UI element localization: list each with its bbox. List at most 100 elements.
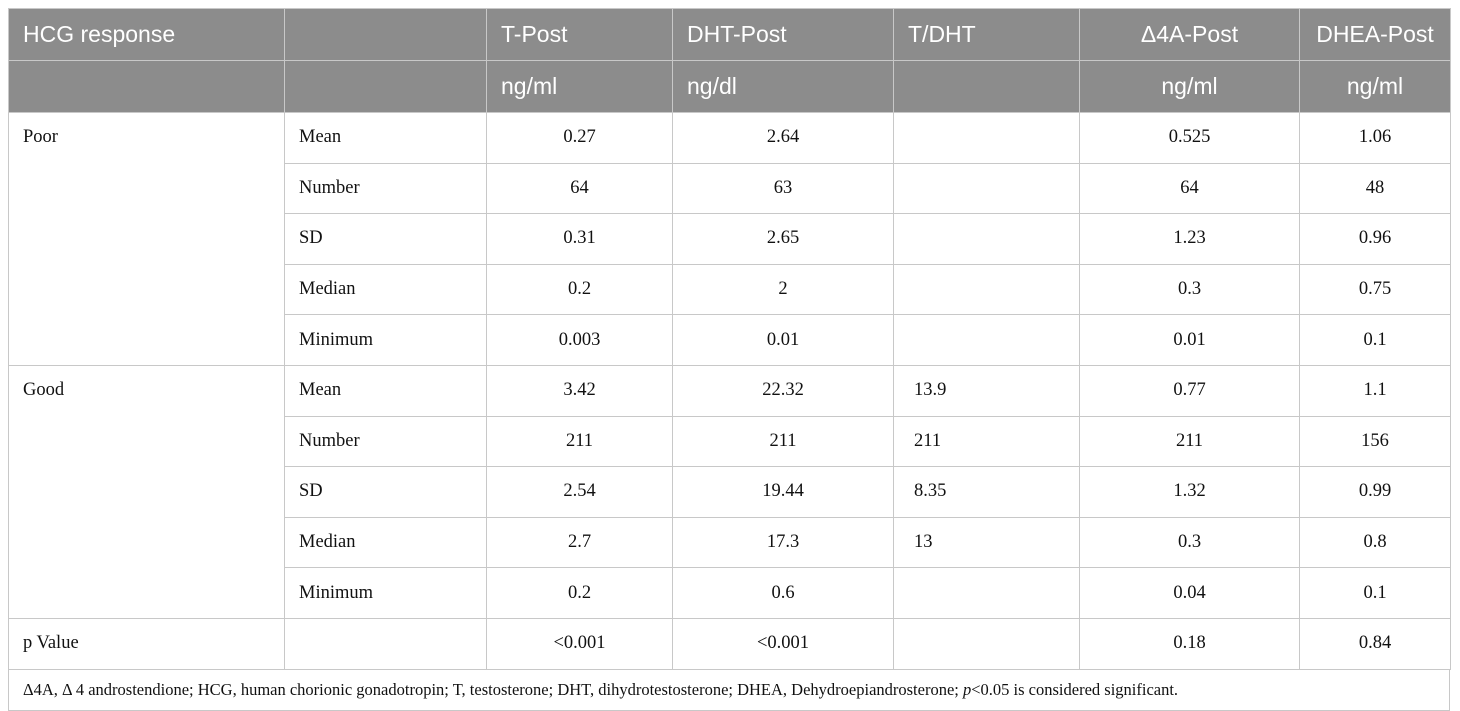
dhea-post-cell: 1.1 (1299, 365, 1451, 417)
table-row: Number 211 211 211 211 156 (9, 416, 1451, 468)
stat-label: Minimum (284, 314, 487, 366)
group-label-poor: Poor (8, 112, 285, 366)
table-footnote: Δ4A, Δ 4 androstendione; HCG, human chor… (8, 669, 1450, 711)
table-row: Minimum 0.003 0.01 0.01 0.1 (9, 314, 1451, 366)
stat-label: Median (284, 517, 487, 569)
t-post-cell: 0.27 (486, 112, 673, 164)
header-hcg-response: HCG response (8, 8, 285, 61)
unit-dht-post: ng/dl (672, 60, 894, 113)
t-dht-cell: 8.35 (893, 466, 1080, 518)
t-dht-cell (893, 618, 1080, 670)
t-dht-cell (893, 264, 1080, 316)
dhea-post-cell: 0.1 (1299, 567, 1451, 619)
t-post-cell: 2.54 (486, 466, 673, 518)
pvalue-row: p Value <0.001 <0.001 0.18 0.84 (8, 618, 1451, 670)
dht-post-cell: <0.001 (672, 618, 894, 670)
unit-hcg-response (8, 60, 285, 113)
t-dht-cell: 211 (893, 416, 1080, 468)
stat-label: SD (284, 466, 487, 518)
t-dht-cell: 13.9 (893, 365, 1080, 417)
t-dht-cell (893, 314, 1080, 366)
table-container: HCG response T-Post DHT-Post T/DHT Δ4A-P… (8, 8, 1451, 711)
table-row: Minimum 0.2 0.6 0.04 0.1 (9, 567, 1451, 619)
d4a-post-cell: 1.23 (1079, 213, 1300, 265)
t-post-cell: 0.31 (486, 213, 673, 265)
footnote-significance: <0.05 is considered significant. (971, 679, 1179, 699)
header-d4a-post: Δ4A-Post (1079, 8, 1300, 61)
unit-d4a-post: ng/ml (1079, 60, 1300, 113)
stat-label: Number (284, 416, 487, 468)
stat-label: Mean (284, 112, 487, 164)
dht-post-cell: 19.44 (672, 466, 894, 518)
d4a-post-cell: 64 (1079, 163, 1300, 215)
dht-post-cell: 22.32 (672, 365, 894, 417)
d4a-post-cell: 0.04 (1079, 567, 1300, 619)
header-dhea-post: DHEA-Post (1299, 8, 1451, 61)
d4a-post-cell: 0.3 (1079, 264, 1300, 316)
t-post-cell: 64 (486, 163, 673, 215)
dhea-post-cell: 1.06 (1299, 112, 1451, 164)
d4a-post-cell: 1.32 (1079, 466, 1300, 518)
t-post-cell: 3.42 (486, 365, 673, 417)
footnote-text: Δ4A, Δ 4 androstendione; HCG, human chor… (23, 679, 963, 699)
dht-post-cell: 2.65 (672, 213, 894, 265)
dht-post-cell: 2 (672, 264, 894, 316)
header-stat (284, 8, 487, 61)
group-label-good: Good (8, 365, 285, 619)
unit-t-dht (893, 60, 1080, 113)
table-row: SD 0.31 2.65 1.23 0.96 (9, 213, 1451, 265)
header-dht-post: DHT-Post (672, 8, 894, 61)
t-dht-cell (893, 112, 1080, 164)
dhea-post-cell: 0.8 (1299, 517, 1451, 569)
stat-label: Median (284, 264, 487, 316)
stat-label: Number (284, 163, 487, 215)
d4a-post-cell: 211 (1079, 416, 1300, 468)
t-dht-cell (893, 567, 1080, 619)
units-row: ng/ml ng/dl ng/ml ng/ml (8, 60, 1451, 113)
table-row: Number 64 63 64 48 (9, 163, 1451, 215)
dhea-post-cell: 48 (1299, 163, 1451, 215)
dht-post-cell: 63 (672, 163, 894, 215)
dht-post-cell: 211 (672, 416, 894, 468)
stat-label: Mean (284, 365, 487, 417)
stat-label: SD (284, 213, 487, 265)
t-dht-cell: 13 (893, 517, 1080, 569)
t-post-cell: 2.7 (486, 517, 673, 569)
table-row: Poor Mean 0.27 2.64 0.525 1.06 (8, 112, 1451, 366)
header-t-dht: T/DHT (893, 8, 1080, 61)
dhea-post-cell: 156 (1299, 416, 1451, 468)
dht-post-cell: 17.3 (672, 517, 894, 569)
t-post-cell: 0.2 (486, 567, 673, 619)
d4a-post-cell: 0.77 (1079, 365, 1300, 417)
results-table: HCG response T-Post DHT-Post T/DHT Δ4A-P… (8, 8, 1451, 670)
dhea-post-cell: 0.99 (1299, 466, 1451, 518)
d4a-post-cell: 0.525 (1079, 112, 1300, 164)
table-row: SD 2.54 19.44 8.35 1.32 0.99 (9, 466, 1451, 518)
table-row: Median 0.2 2 0.3 0.75 (9, 264, 1451, 316)
pvalue-label: p Value (8, 618, 285, 670)
d4a-post-cell: 0.18 (1079, 618, 1300, 670)
unit-dhea-post: ng/ml (1299, 60, 1451, 113)
t-dht-cell (893, 213, 1080, 265)
t-post-cell: 0.2 (486, 264, 673, 316)
t-post-cell: 211 (486, 416, 673, 468)
footnote-p-italic: p (963, 679, 972, 699)
d4a-post-cell: 0.01 (1079, 314, 1300, 366)
stat-label: Minimum (284, 567, 487, 619)
dht-post-cell: 0.01 (672, 314, 894, 366)
header-row: HCG response T-Post DHT-Post T/DHT Δ4A-P… (8, 8, 1451, 61)
header-t-post: T-Post (486, 8, 673, 61)
dhea-post-cell: 0.96 (1299, 213, 1451, 265)
dht-post-cell: 0.6 (672, 567, 894, 619)
t-post-cell: <0.001 (486, 618, 673, 670)
dht-post-cell: 2.64 (672, 112, 894, 164)
dhea-post-cell: 0.1 (1299, 314, 1451, 366)
t-dht-cell (893, 163, 1080, 215)
dhea-post-cell: 0.75 (1299, 264, 1451, 316)
unit-t-post: ng/ml (486, 60, 673, 113)
table-row: Median 2.7 17.3 13 0.3 0.8 (9, 517, 1451, 569)
stat-label (284, 618, 487, 670)
unit-stat (284, 60, 487, 113)
t-post-cell: 0.003 (486, 314, 673, 366)
table-row: Good Mean 3.42 22.32 13.9 0.77 1.1 (8, 365, 1451, 619)
